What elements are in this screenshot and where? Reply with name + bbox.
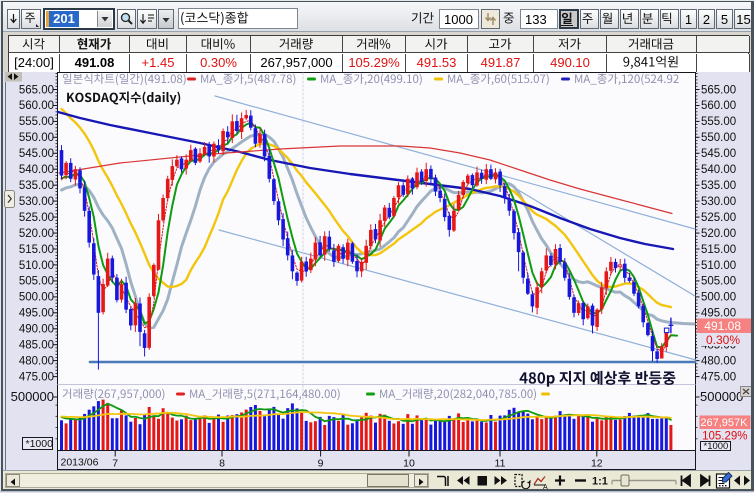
- svg-text:500000: 500000: [700, 389, 743, 404]
- svg-text:545.00: 545.00: [19, 148, 54, 160]
- svg-text:540.00: 540.00: [701, 164, 736, 176]
- svg-text:540.00: 540.00: [19, 164, 54, 176]
- svg-text:525.00: 525.00: [701, 212, 736, 224]
- svg-text:495.00: 495.00: [19, 308, 54, 320]
- svg-text:550.00: 550.00: [701, 132, 736, 144]
- svg-text:8: 8: [219, 458, 225, 470]
- svg-text:510.00: 510.00: [19, 260, 54, 272]
- svg-text:530.00: 530.00: [19, 196, 54, 208]
- svg-text:525.00: 525.00: [19, 212, 54, 224]
- svg-text:1:1: 1:1: [592, 476, 608, 488]
- svg-text:490.00: 490.00: [19, 324, 54, 336]
- svg-text:7: 7: [112, 458, 118, 470]
- svg-text:475.00: 475.00: [701, 371, 736, 383]
- svg-text:11: 11: [495, 458, 506, 470]
- svg-text:12: 12: [591, 458, 603, 470]
- svg-text:*1000: *1000: [26, 438, 54, 450]
- svg-text:535.00: 535.00: [19, 180, 54, 192]
- svg-text:475.00: 475.00: [19, 371, 54, 383]
- svg-text:500000: 500000: [11, 389, 54, 404]
- svg-text:500.00: 500.00: [19, 292, 54, 304]
- svg-text:535.00: 535.00: [701, 180, 736, 192]
- svg-text:555.00: 555.00: [19, 116, 54, 128]
- svg-text:565.00: 565.00: [19, 84, 54, 96]
- svg-text:267,957K: 267,957K: [700, 417, 748, 429]
- svg-text:9: 9: [318, 458, 324, 470]
- svg-text:505.00: 505.00: [19, 276, 54, 288]
- svg-text:0.30%: 0.30%: [706, 333, 740, 347]
- svg-text:105.29%: 105.29%: [702, 431, 747, 443]
- svg-text:480.00: 480.00: [701, 355, 736, 367]
- svg-text:495.00: 495.00: [701, 308, 736, 320]
- svg-text:2013/06: 2013/06: [61, 457, 99, 469]
- svg-text:10: 10: [403, 458, 415, 470]
- svg-text:*1000: *1000: [704, 441, 729, 452]
- svg-text:530.00: 530.00: [701, 196, 736, 208]
- svg-text:485.00: 485.00: [19, 340, 54, 352]
- svg-text:505.00: 505.00: [701, 276, 736, 288]
- svg-text:520.00: 520.00: [701, 228, 736, 240]
- svg-text:515.00: 515.00: [701, 244, 736, 256]
- svg-text:555.00: 555.00: [701, 116, 736, 128]
- svg-text:545.00: 545.00: [701, 148, 736, 160]
- svg-text:510.00: 510.00: [701, 260, 736, 272]
- svg-text:550.00: 550.00: [19, 132, 54, 144]
- svg-text:560.00: 560.00: [701, 100, 736, 112]
- svg-text:480.00: 480.00: [19, 355, 54, 367]
- svg-text:565.00: 565.00: [701, 84, 736, 96]
- svg-text:560.00: 560.00: [19, 100, 54, 112]
- svg-text:515.00: 515.00: [19, 244, 54, 256]
- svg-text:520.00: 520.00: [19, 228, 54, 240]
- svg-text:491.08: 491.08: [704, 319, 741, 333]
- svg-text:A: A: [543, 484, 548, 490]
- svg-text:500.00: 500.00: [701, 292, 736, 304]
